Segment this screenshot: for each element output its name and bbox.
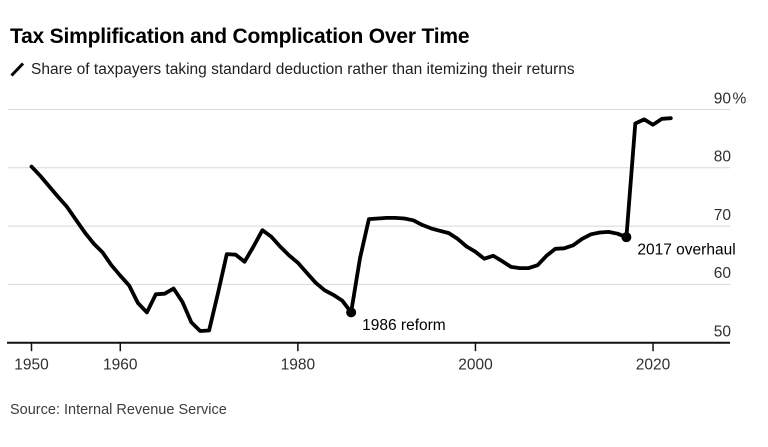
y-tick-label: 70: [714, 207, 732, 224]
chart-subtitle-label: Share of taxpayers taking standard deduc…: [31, 61, 575, 78]
series-key-icon: [10, 62, 25, 77]
y-tick-label: 50: [714, 324, 732, 341]
x-tick-label: 1980: [281, 357, 316, 374]
y-tick-label-suffix: %: [733, 90, 747, 107]
x-tick-label: 1950: [14, 357, 49, 374]
x-tick-label: 1960: [103, 357, 138, 374]
x-tick-label: 2020: [636, 357, 671, 374]
source-note: Source: Internal Revenue Service: [10, 402, 227, 418]
y-tick-label: 60: [714, 265, 732, 282]
annotation-label: 1986 reform: [362, 317, 446, 334]
annotation-dot: [346, 307, 357, 318]
chart-subtitle: Share of taxpayers taking standard deduc…: [10, 61, 575, 79]
series-line: [29, 116, 673, 333]
chart-title: Tax Simplification and Complication Over…: [10, 25, 470, 48]
x-tick-label: 2000: [458, 357, 493, 374]
y-tick-label: 90: [714, 90, 732, 107]
annotation-dot: [621, 232, 632, 243]
annotation-label: 2017 overhaul: [637, 242, 735, 259]
y-tick-label: 80: [714, 149, 732, 166]
